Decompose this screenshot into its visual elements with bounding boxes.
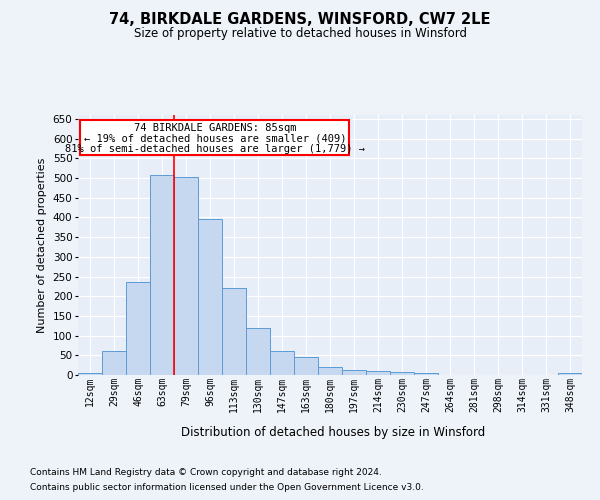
Text: 81% of semi-detached houses are larger (1,779) →: 81% of semi-detached houses are larger (… xyxy=(65,144,365,154)
Bar xyxy=(78,373,102,375)
Text: 74, BIRKDALE GARDENS, WINSFORD, CW7 2LE: 74, BIRKDALE GARDENS, WINSFORD, CW7 2LE xyxy=(109,12,491,28)
Y-axis label: Number of detached properties: Number of detached properties xyxy=(37,158,47,332)
Bar xyxy=(198,218,222,375)
Bar xyxy=(270,350,294,375)
FancyBboxPatch shape xyxy=(80,120,349,155)
Text: Distribution of detached houses by size in Winsford: Distribution of detached houses by size … xyxy=(181,426,485,439)
Bar xyxy=(150,176,174,375)
Bar xyxy=(390,372,414,375)
Bar xyxy=(294,358,318,375)
Bar xyxy=(126,282,150,375)
Text: ← 19% of detached houses are smaller (409): ← 19% of detached houses are smaller (40… xyxy=(83,133,346,143)
Bar xyxy=(102,352,126,375)
Text: Size of property relative to detached houses in Winsford: Size of property relative to detached ho… xyxy=(133,28,467,40)
Text: 74 BIRKDALE GARDENS: 85sqm: 74 BIRKDALE GARDENS: 85sqm xyxy=(134,122,296,132)
Bar xyxy=(366,372,390,375)
Bar xyxy=(246,328,270,375)
Bar xyxy=(318,367,342,375)
Text: Contains HM Land Registry data © Crown copyright and database right 2024.: Contains HM Land Registry data © Crown c… xyxy=(30,468,382,477)
Bar xyxy=(342,370,366,375)
Bar xyxy=(222,288,246,375)
Bar xyxy=(558,372,582,375)
Text: Contains public sector information licensed under the Open Government Licence v3: Contains public sector information licen… xyxy=(30,483,424,492)
Bar xyxy=(174,177,198,375)
Bar xyxy=(414,372,438,375)
